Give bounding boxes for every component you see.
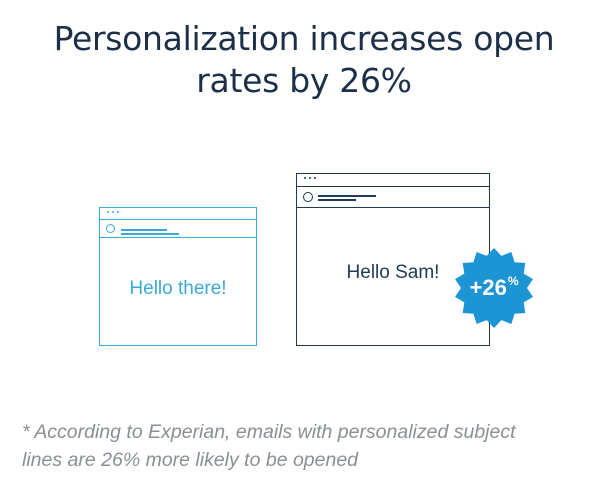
badge-unit: % [507, 274, 519, 288]
generic-email-window: Hello there! [99, 207, 257, 346]
footnote-line-1: * According to Experian, emails with per… [22, 421, 516, 443]
personalized-email-window: Hello Sam! [296, 173, 490, 346]
page-title: Personalization increases open rates by … [0, 18, 608, 102]
avatar-circle-icon [303, 192, 313, 202]
subject-line [121, 233, 179, 235]
footnote: * According to Experian, emails with per… [22, 418, 592, 474]
footnote-line-2: lines are 26% more likely to be opened [22, 449, 359, 471]
avatar-circle-icon [106, 224, 115, 233]
personalized-greeting: Hello Sam! [346, 262, 440, 283]
window-dots-icon [107, 211, 119, 213]
generic-greeting: Hello there! [129, 278, 227, 299]
email-subject-bar [100, 220, 256, 238]
subject-line [318, 199, 356, 201]
subject-line [121, 229, 167, 231]
title-line-2: rates by 26% [196, 61, 412, 100]
badge-value: +26 [469, 275, 507, 300]
starburst-badge-icon [455, 248, 533, 328]
window-title-bar [297, 174, 489, 187]
window-dots-icon [304, 177, 316, 179]
subject-line [318, 195, 376, 197]
email-subject-bar [297, 187, 489, 208]
badge-label: +26% [453, 247, 535, 329]
title-line-1: Personalization increases open [53, 19, 555, 58]
window-title-bar [100, 208, 256, 220]
